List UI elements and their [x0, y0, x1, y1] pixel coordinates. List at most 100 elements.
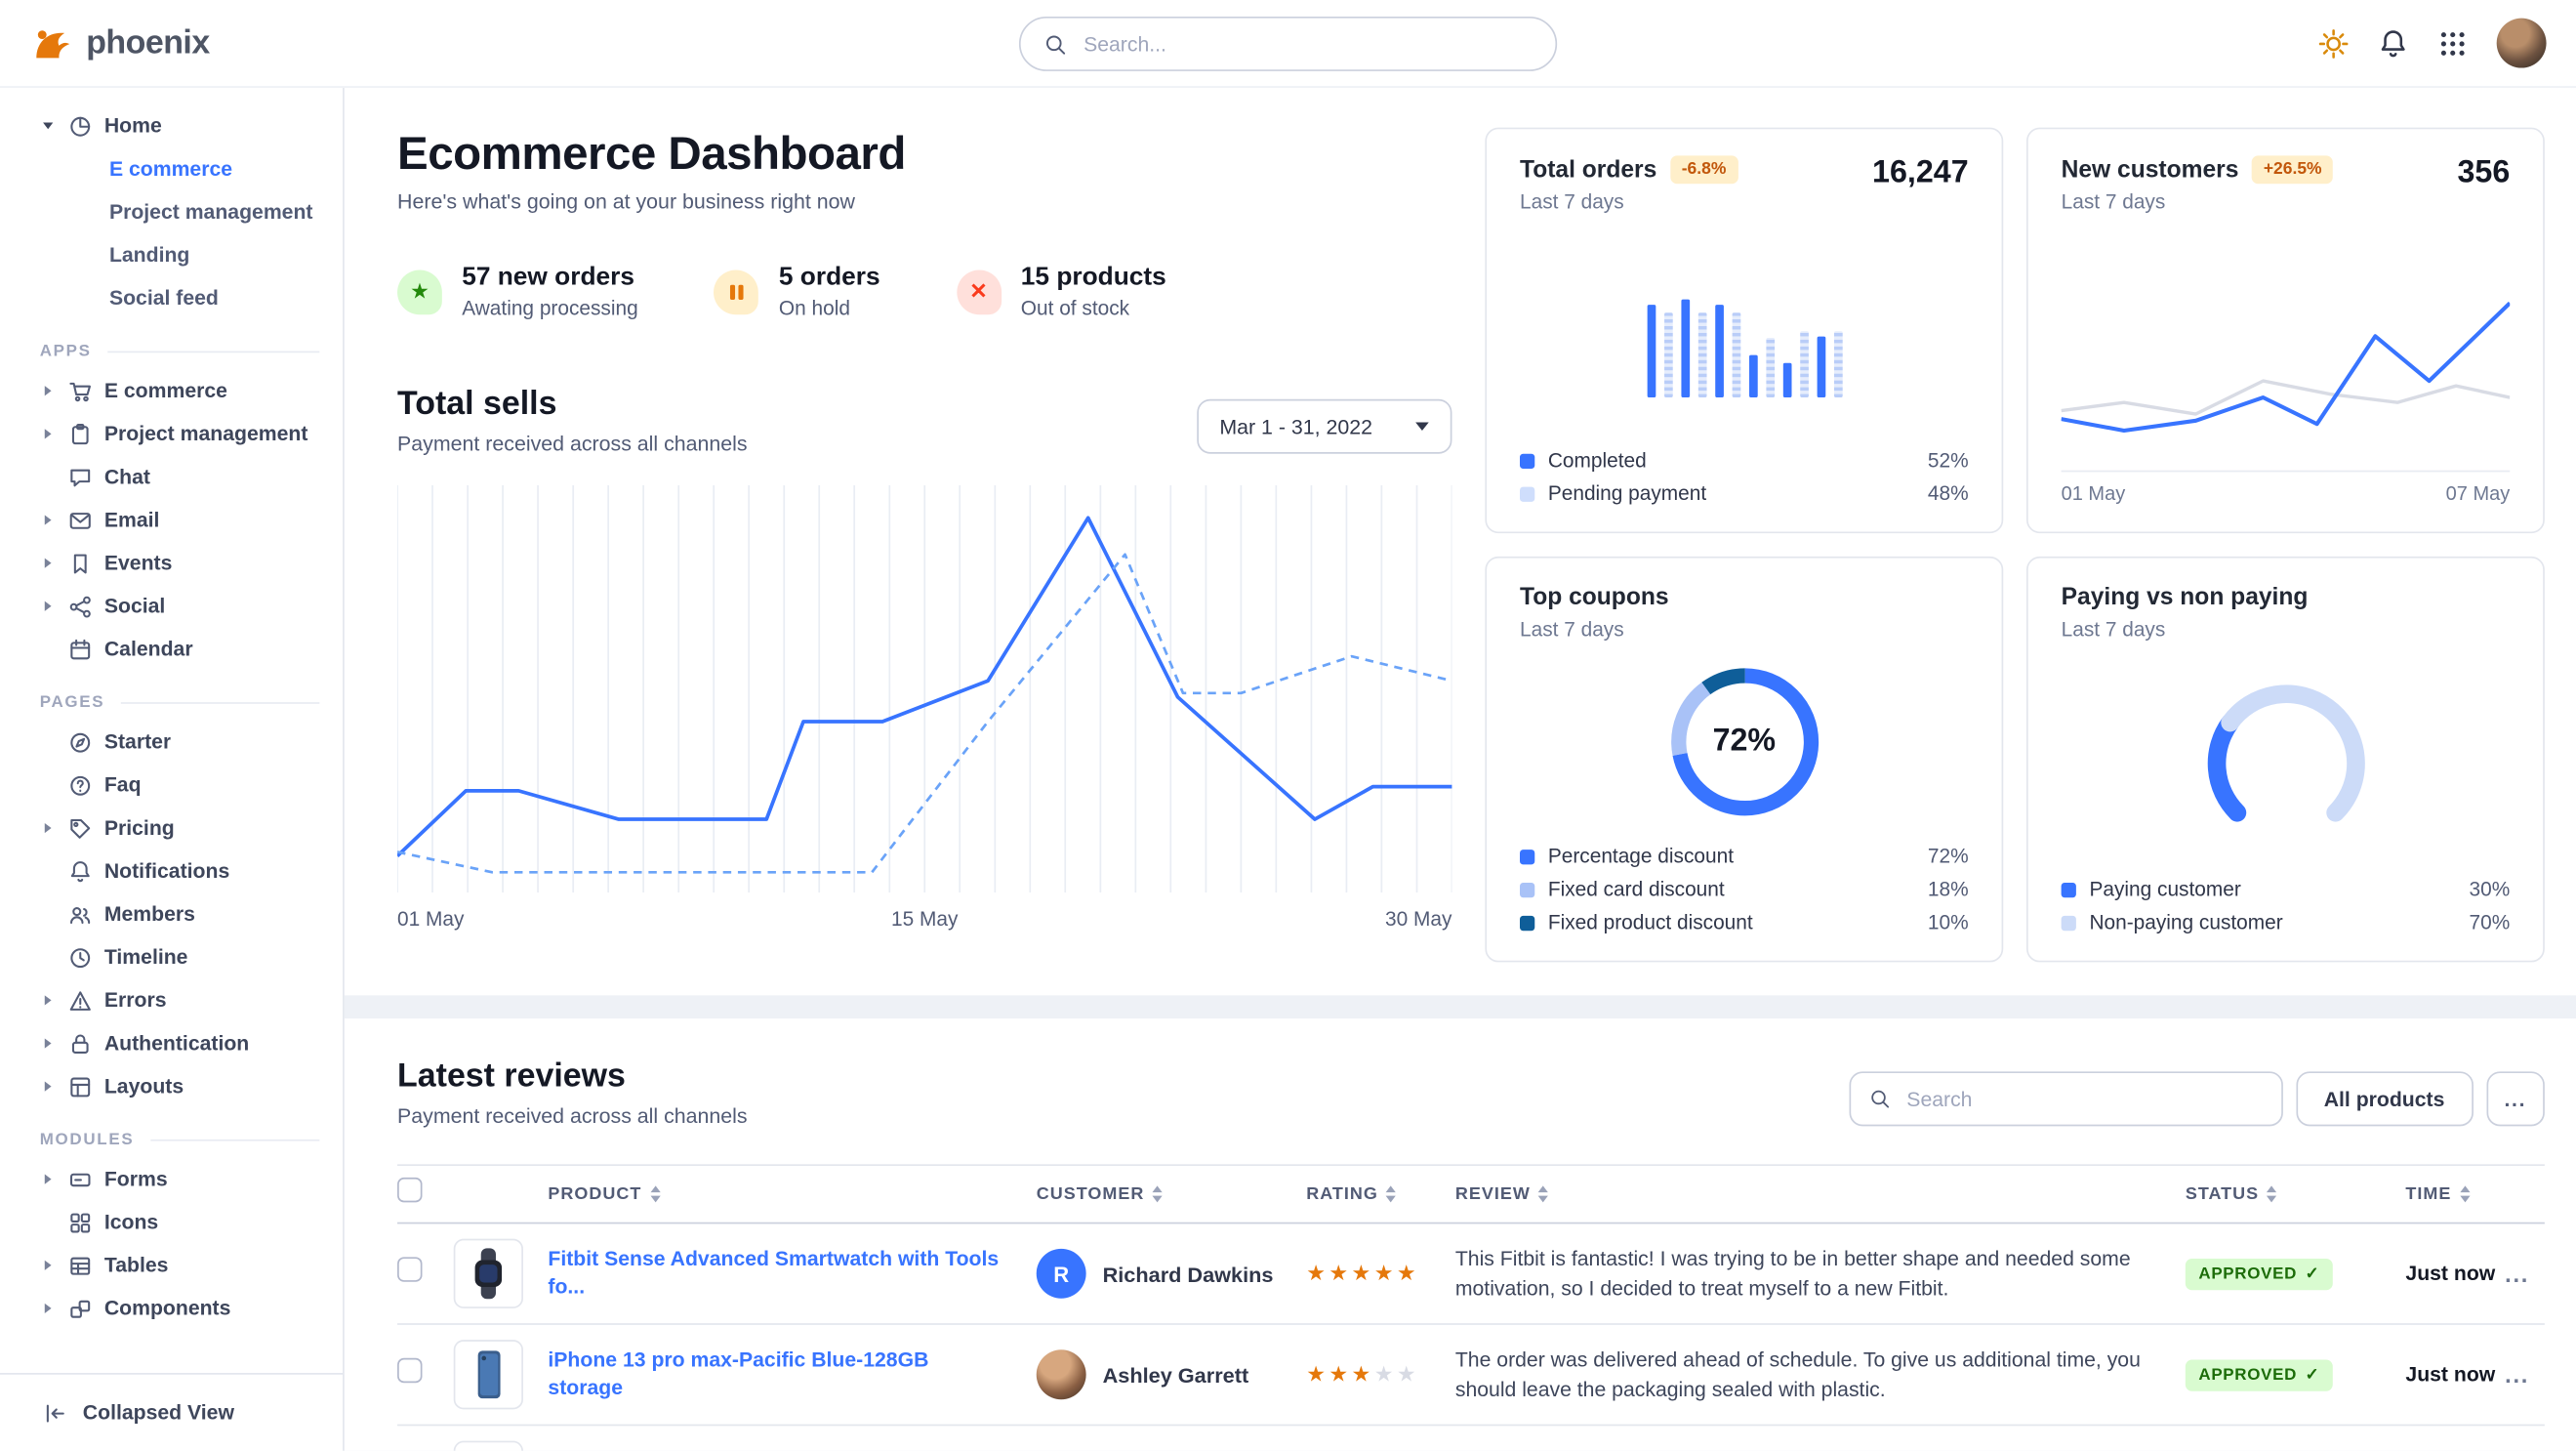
column-header-time[interactable]: TIME [2405, 1184, 2505, 1204]
sidebar-item-pages-starter[interactable]: Starter [0, 721, 343, 764]
select-all-checkbox[interactable] [397, 1177, 423, 1203]
page-title: Ecommerce Dashboard [397, 127, 906, 180]
calendar-icon [70, 638, 91, 659]
sidebar-item-apps-email[interactable]: Email [0, 499, 343, 542]
sort-icon [1386, 1185, 1397, 1203]
caret-right-icon [40, 1303, 57, 1313]
sidebar-item-e-commerce[interactable]: E commerce [108, 157, 233, 181]
warning-icon [69, 990, 91, 1011]
row-checkbox[interactable] [397, 1257, 423, 1282]
global-search [1018, 16, 1558, 71]
star-filled-icon: ★ [1306, 1361, 1329, 1387]
sort-icon [649, 1185, 661, 1203]
column-header-status[interactable]: STATUS [2186, 1184, 2406, 1204]
star-filled-icon: ★ [1396, 1260, 1420, 1286]
change-badge: -6.8% [1669, 155, 1738, 185]
clipboard-icon [71, 423, 89, 444]
sidebar-item-project-management[interactable]: Project management [108, 200, 313, 224]
customer-name: Richard Dawkins [1102, 1261, 1274, 1287]
caret-right-icon [40, 515, 57, 525]
layout-icon [70, 1076, 91, 1097]
more-button[interactable]: ... [2485, 1071, 2545, 1127]
sidebar-item-landing[interactable]: Landing [108, 243, 190, 268]
caret-right-icon [40, 822, 57, 834]
sidebar-item-apps-ecommerce[interactable]: E commerce [0, 369, 343, 412]
cart-icon [69, 381, 91, 401]
topbar: phoenix [0, 0, 2576, 88]
apps-grid-icon[interactable] [2437, 27, 2469, 59]
row-checkbox[interactable] [397, 1357, 423, 1384]
x-axis-labels: 01 May 15 May 30 May [397, 907, 1452, 932]
collapse-arrow-icon [46, 1403, 64, 1422]
stats-row: ★ 57 new orders Awating processing 5 ord… [397, 264, 1452, 319]
sidebar: Home E commerce Project management Landi… [0, 87, 345, 1451]
reviews-search-input[interactable] [1902, 1085, 2263, 1112]
sidebar-item-modules-icons[interactable]: Icons [0, 1201, 343, 1244]
sidebar-item-apps-chat[interactable]: Chat [0, 455, 343, 498]
column-header-customer[interactable]: CUSTOMER [1037, 1184, 1306, 1204]
page-subtitle: Here's what's going on at your business … [397, 190, 855, 214]
brand-logo[interactable]: phoenix [0, 21, 345, 64]
search-input[interactable] [1080, 30, 1533, 58]
user-avatar[interactable] [2496, 18, 2547, 68]
check-icon: ✓ [2305, 1264, 2320, 1284]
caret-right-icon [40, 558, 57, 568]
section-label-modules: MODULES [40, 1131, 320, 1149]
sidebar-item-social-feed[interactable]: Social feed [108, 286, 219, 311]
sidebar-item-apps-social[interactable]: Social [0, 585, 343, 628]
rating-stars: ★★★★★ [1306, 1261, 1455, 1287]
customers-line-chart [2062, 224, 2511, 461]
reviews-title: Latest reviews [397, 1057, 626, 1096]
product-thumbnail[interactable] [453, 1440, 523, 1451]
sort-icon [2459, 1185, 2471, 1203]
sidebar-item-pages-errors[interactable]: Errors [0, 978, 343, 1021]
stat-out-of-stock: ✕ 15 products Out of stock [956, 264, 1166, 319]
row-actions-button[interactable]: ... [2505, 1260, 2530, 1287]
table-row [397, 1426, 2545, 1451]
sidebar-item-modules-forms[interactable]: Forms [0, 1158, 343, 1201]
table-row: Fitbit Sense Advanced Smartwatch with To… [397, 1223, 2545, 1325]
column-header-rating[interactable]: RATING [1306, 1184, 1455, 1204]
sidebar-item-pages-layouts[interactable]: Layouts [0, 1065, 343, 1108]
sidebar-item-pages-timeline[interactable]: Timeline [0, 935, 343, 978]
clock-icon [70, 947, 91, 968]
review-time: Just now [2405, 1362, 2496, 1387]
users-icon [70, 906, 91, 924]
product-link[interactable]: iPhone 13 pro max-Pacific Blue-128GB sto… [548, 1347, 929, 1400]
latest-reviews-section: Latest reviews Payment received across a… [344, 1018, 2576, 1451]
product-link[interactable]: Fitbit Sense Advanced Smartwatch with To… [548, 1246, 1000, 1299]
rating-stars: ★★★★★ [1306, 1361, 1455, 1388]
sidebar-item-pages-pricing[interactable]: Pricing [0, 807, 343, 850]
star-empty-icon: ★ [1396, 1361, 1420, 1387]
reviews-table: PRODUCT CUSTOMER RATING REVIEW STATUS TI… [397, 1164, 2545, 1451]
chevron-down-icon [1415, 422, 1429, 431]
sidebar-item-modules-tables[interactable]: Tables [0, 1244, 343, 1287]
total-sells-subtitle: Payment received across all channels [397, 432, 748, 456]
sidebar-item-pages-members[interactable]: Members [0, 892, 343, 935]
reviews-search [1848, 1071, 2283, 1127]
search-icon [1870, 1090, 1889, 1108]
sidebar-item-modules-components[interactable]: Components [0, 1287, 343, 1330]
paying-card: Paying vs non paying Last 7 days Paying … [2026, 556, 2545, 963]
sidebar-item-apps-project-management[interactable]: Project management [0, 412, 343, 455]
sidebar-item-apps-events[interactable]: Events [0, 542, 343, 585]
sidebar-item-pages-notifications[interactable]: Notifications [0, 850, 343, 892]
status-badge: APPROVED ✓ [2185, 1359, 2333, 1391]
column-header-product[interactable]: PRODUCT [548, 1184, 1036, 1204]
row-actions-button[interactable]: ... [2505, 1361, 2530, 1389]
table-row: iPhone 13 pro max-Pacific Blue-128GB sto… [397, 1325, 2545, 1427]
sidebar-item-home[interactable]: Home [0, 104, 343, 147]
sidebar-item-pages-authentication[interactable]: Authentication [0, 1021, 343, 1064]
theme-toggle-sun-icon[interactable] [2318, 27, 2350, 59]
all-products-button[interactable]: All products [2295, 1071, 2474, 1127]
sidebar-item-apps-calendar[interactable]: Calendar [0, 628, 343, 671]
column-header-review[interactable]: REVIEW [1455, 1184, 2186, 1204]
sidebar-item-pages-faq[interactable]: Faq [0, 764, 343, 807]
table-header-row: PRODUCT CUSTOMER RATING REVIEW STATUS TI… [397, 1164, 2545, 1224]
product-thumbnail-iphone[interactable] [453, 1340, 523, 1410]
collapsed-view-toggle[interactable]: Collapsed View [0, 1373, 344, 1451]
date-range-select[interactable]: Mar 1 - 31, 2022 [1196, 398, 1452, 454]
notifications-bell-icon[interactable] [2378, 27, 2409, 59]
product-thumbnail-smartwatch[interactable] [453, 1238, 523, 1308]
question-icon [70, 775, 91, 795]
